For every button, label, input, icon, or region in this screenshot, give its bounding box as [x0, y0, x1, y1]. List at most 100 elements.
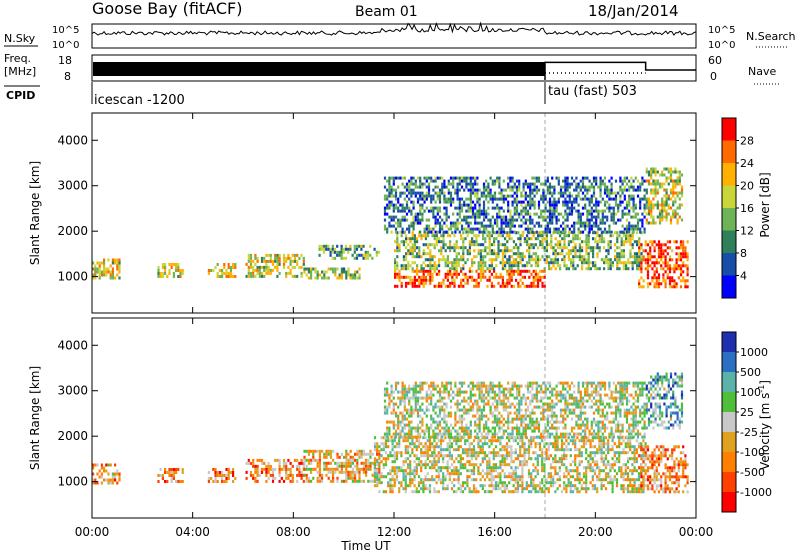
- range-cell: [663, 206, 666, 210]
- range-cell: [449, 200, 453, 204]
- range-cell: [528, 275, 531, 279]
- range-cell: [460, 234, 463, 238]
- range-cell: [529, 227, 532, 231]
- range-cell: [354, 458, 357, 462]
- range-cell: [567, 240, 570, 244]
- range-cell: [427, 188, 431, 192]
- range-cell: [416, 278, 419, 282]
- range-cell: [376, 445, 379, 449]
- range-cell: [425, 179, 428, 183]
- range-cell: [629, 490, 632, 494]
- range-cell: [254, 467, 257, 471]
- freq-tick-top: 18: [58, 54, 72, 67]
- range-cell: [484, 231, 487, 235]
- range-cell: [421, 215, 424, 219]
- range-cell: [632, 197, 635, 201]
- range-cell: [534, 237, 537, 241]
- range-cell: [565, 439, 568, 443]
- range-cell: [467, 227, 470, 231]
- range-cell: [402, 460, 405, 464]
- range-cell: [481, 451, 484, 455]
- range-cell: [429, 243, 432, 247]
- range-cell: [159, 272, 162, 275]
- range-cell: [453, 269, 456, 273]
- range-cell: [591, 457, 594, 461]
- range-cell: [172, 272, 175, 275]
- range-cell: [460, 281, 463, 285]
- range-cell: [557, 182, 560, 186]
- range-cell: [650, 203, 653, 207]
- range-cell: [168, 468, 171, 471]
- range-cell: [557, 191, 560, 195]
- range-cell: [491, 194, 494, 198]
- range-cell: [460, 278, 463, 282]
- range-cell: [418, 269, 421, 273]
- range-cell: [408, 206, 411, 210]
- range-cell: [626, 439, 630, 443]
- range-cell: [400, 484, 403, 488]
- range-cell: [510, 472, 513, 476]
- range-cell: [258, 274, 261, 278]
- range-cell: [491, 230, 494, 234]
- range-cell: [437, 475, 440, 479]
- range-cell: [436, 221, 439, 225]
- range-cell: [334, 270, 337, 274]
- range-cell: [482, 182, 486, 186]
- range-cell: [356, 479, 359, 483]
- range-cell: [507, 224, 510, 228]
- range-cell: [426, 448, 429, 452]
- range-cell: [581, 182, 585, 186]
- range-cell: [431, 454, 434, 458]
- range-cell: [488, 457, 491, 461]
- range-cell: [682, 252, 685, 256]
- range-cell: [628, 200, 631, 204]
- range-cell: [267, 464, 270, 468]
- range-cell: [458, 176, 461, 180]
- range-cell: [563, 261, 566, 265]
- range-cell: [423, 176, 426, 180]
- range-cell: [575, 182, 578, 186]
- range-cell: [269, 259, 272, 263]
- range-cell: [429, 261, 432, 265]
- range-cell: [518, 179, 521, 183]
- range-cell: [602, 442, 605, 446]
- range-cell: [312, 458, 315, 462]
- range-cell: [529, 215, 532, 219]
- range-cell: [402, 472, 405, 476]
- range-cell: [657, 252, 661, 256]
- range-cell: [285, 470, 288, 474]
- range-cell: [395, 454, 399, 458]
- range-cell: [620, 240, 623, 244]
- range-cell: [479, 272, 482, 276]
- range-cell: [664, 258, 667, 262]
- range-cell: [682, 249, 685, 253]
- range-cell: [665, 191, 668, 195]
- range-cell: [461, 448, 465, 452]
- range-cell: [505, 463, 509, 467]
- range-cell: [460, 185, 464, 189]
- range-cell: [405, 206, 409, 210]
- range-cell: [674, 215, 677, 219]
- range-cell: [611, 466, 614, 470]
- range-cell: [565, 490, 568, 494]
- range-cell: [100, 463, 103, 467]
- range-cell: [446, 231, 449, 235]
- range-cell: [588, 221, 591, 225]
- range-cell: [613, 454, 616, 458]
- range-cell: [508, 237, 511, 241]
- range-cell: [575, 194, 578, 198]
- range-cell: [504, 221, 508, 225]
- range-cell: [252, 473, 255, 477]
- range-cell: [618, 442, 621, 446]
- range-cell: [393, 454, 396, 458]
- range-cell: [388, 185, 391, 189]
- range-cell: [638, 243, 641, 247]
- range-cell: [439, 442, 443, 446]
- range-cell: [487, 185, 490, 189]
- range-cell: [611, 439, 614, 443]
- range-cell: [664, 249, 667, 253]
- range-cell: [325, 473, 328, 477]
- range-cell: [621, 224, 624, 228]
- range-cell: [581, 179, 585, 183]
- range-cell: [614, 258, 617, 262]
